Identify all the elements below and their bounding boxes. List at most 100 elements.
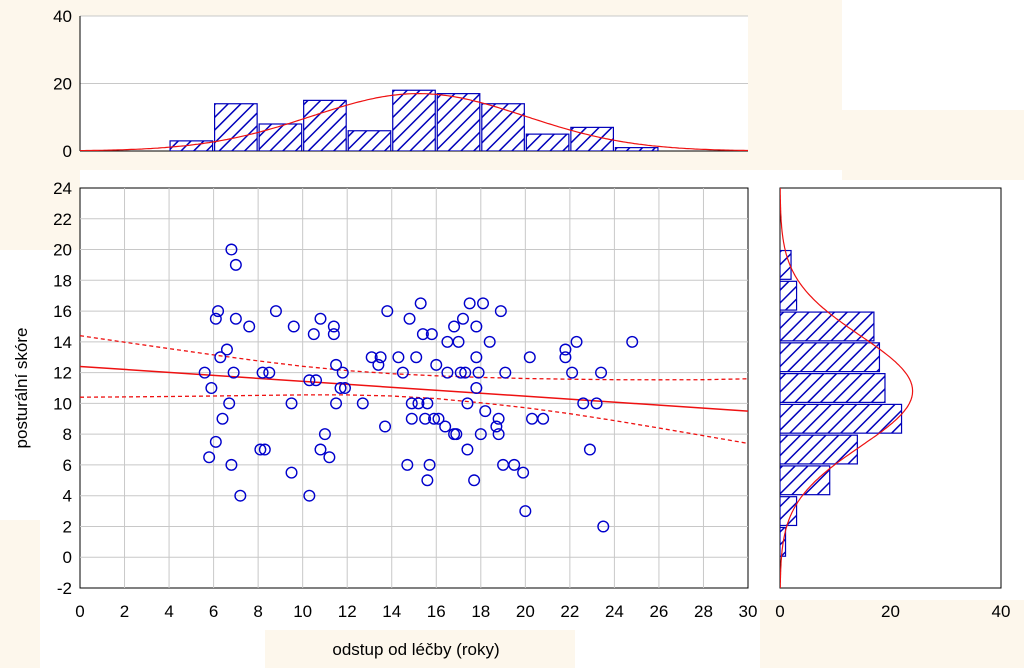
scatter-point [448,320,461,333]
y-tick-label: 20 [53,75,72,94]
scatter-point [269,305,282,318]
scatter-point [519,505,532,518]
histogram-bar [436,93,481,151]
x-tick-label: 12 [338,602,357,621]
scatter-point [494,305,507,318]
x-axis-title: odstup od léčby (roky) [332,640,499,659]
scatter-point [416,328,429,341]
scatter-point [421,397,434,410]
scatter-point [452,335,465,348]
x-tick-label: 18 [471,602,490,621]
y-tick-label: 40 [53,7,72,26]
x-tick-label: 28 [694,602,713,621]
top-hist-normal-curve [80,93,748,151]
histogram-bar [780,496,798,527]
scatter-point [338,382,351,395]
x-tick-label: 20 [516,602,535,621]
normal-curve [80,93,748,151]
histogram-bar [780,311,875,342]
scatter-point [203,451,216,464]
scatter-point [559,343,572,356]
y-tick-label: 18 [53,271,72,290]
y-tick-label: 22 [53,210,72,229]
y-tick-label: 24 [53,179,72,198]
scatter-point [499,366,512,379]
scatter-point [285,466,298,479]
scatter-point [477,297,490,310]
y-tick-label: 12 [53,364,72,383]
x-tick-label: 30 [739,602,758,621]
scatter-point [303,489,316,502]
scatter-point [463,297,476,310]
histogram-bar [392,89,436,151]
scatter-point [392,351,405,364]
scatter-point [583,443,596,456]
scatter-point [285,397,298,410]
normal-curve [780,188,914,588]
y-tick-label: 0 [63,548,72,567]
scatter-point [441,366,454,379]
x-tick-label: 26 [649,602,668,621]
right-hist-x-tick-labels: 0 20 40 [775,602,1010,621]
scatter-point [468,474,481,487]
scatter-point [421,474,434,487]
y-tick-label: 14 [53,333,72,352]
x-tick-label: 14 [382,602,401,621]
scatter-point [330,397,343,410]
y-tick-label: 10 [53,394,72,413]
scatter-point [577,397,590,410]
histogram-bar [780,280,798,311]
scatter-point [212,305,225,318]
histogram-bar [347,130,392,151]
x-tick-label: 4 [164,602,173,621]
scatter-point [356,397,369,410]
scatter-point [223,397,236,410]
scatter-point [214,351,227,364]
top-hist-y-tick-labels: 0 20 40 [53,7,72,161]
scatter-point [374,351,387,364]
histogram-bar [780,465,831,496]
x-tick-label: 0 [75,602,84,621]
scatter-point [508,458,521,471]
scatter-point [405,397,418,410]
scatter-point [412,397,425,410]
scatter-point [216,412,229,425]
scatter-point [327,328,340,341]
scatter-point [403,312,416,325]
scatter-point [198,366,211,379]
scatter-point [459,366,472,379]
scatter-point [472,366,485,379]
y-tick-label: -2 [57,579,72,598]
scatter-point [483,335,496,348]
scatter-point [209,435,222,448]
histogram-bar [481,103,525,151]
scatter-point [229,312,242,325]
scatter-point [456,312,469,325]
scatter-point [432,412,445,425]
scatter-point [517,466,530,479]
scatter-point [225,243,238,256]
scatter-point [430,358,443,371]
scatter-point [410,351,423,364]
x-tick-label: 6 [209,602,218,621]
scatter-point [597,520,610,533]
histogram-bar [214,103,258,151]
scatter-point [256,366,269,379]
scatter-point [336,366,349,379]
y-tick-label: 20 [53,241,72,260]
y-axis-title: posturální skóre [12,328,31,449]
scatter-point [310,374,323,387]
regression-line [80,365,748,412]
scatter-point [461,397,474,410]
scatter-point [428,412,441,425]
y-tick-label: 0 [63,142,72,161]
scatter-point [492,428,505,441]
scatter-point [334,382,347,395]
scatter-point [323,451,336,464]
main-plot-area [79,187,749,589]
scatter-point [381,305,394,318]
scatter-point [314,312,327,325]
regression-lines [80,335,748,445]
